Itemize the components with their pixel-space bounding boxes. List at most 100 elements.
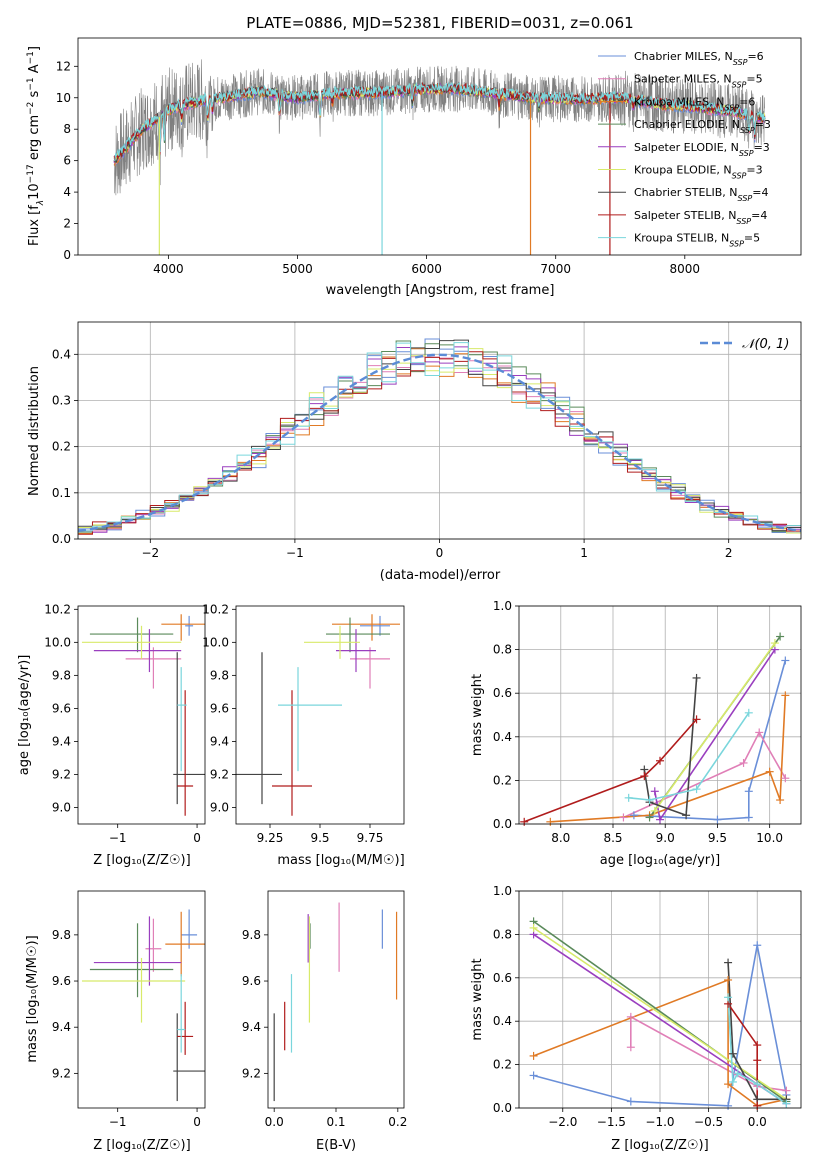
x-tick-label: 9.25 (257, 831, 284, 845)
y-tick-label: 0 (63, 248, 71, 262)
y-tick-label: 10.0 (44, 635, 71, 649)
y-tick-label: 9.6 (242, 974, 261, 988)
y-tick-label: 1.0 (493, 599, 512, 613)
axes-age_vs_mass: 9.25 9.5 9.75 9.0 9.2 9.4 9.6 9.8 10.0 10.2 mass [… (202, 602, 404, 868)
x-tick-label: 0.1 (326, 1115, 345, 1129)
spectrum-y-label: Flux [fλ10−17 erg cm−2 s−1 A−1] (26, 46, 46, 246)
legend-entry: Salpeter ELODIE, NSSP=3 (634, 141, 770, 158)
y-tick-label: 9.2 (52, 1066, 71, 1080)
legend-entry: Chabrier STELIB, NSSP=4 (634, 186, 768, 203)
weight-series-2 (623, 730, 786, 819)
axes-frame (267, 890, 405, 1109)
legend-sub: SSP (733, 58, 748, 67)
legend-sub: SSP (729, 239, 744, 248)
mass_weight_vs_age-y-label: mass weight (470, 674, 485, 756)
x-tick-label: −0.5 (694, 1115, 723, 1129)
y-tick-label: 10 (56, 91, 71, 105)
label-part: −1 (26, 77, 36, 90)
y-tick-label: 9.8 (210, 668, 229, 682)
y-tick-label: 0.0 (493, 1101, 512, 1115)
legend-entry: 𝒩(0, 1) (742, 337, 789, 352)
y-tick-label: 9.4 (52, 734, 71, 748)
mass_vs_Z-y-label: mass [log₁₀(M/M☉)] (25, 935, 40, 1062)
axes-age_vs_Z: −1 0 9.0 9.2 9.4 9.6 9.8 10.0 10.2 Z [log₁₀(Z/Z☉)… (17, 602, 206, 868)
axes-spectrum: 4000 5000 6000 7000 8000 0 2 4 6 8 10 12 wavelength … (26, 37, 802, 298)
legend-entry: Kroupa STELIB, NSSP=5 (634, 232, 760, 249)
residuals-x-label: (data-model)/error (380, 568, 501, 583)
label-part: s (27, 90, 42, 101)
legend-text: Chabrier ELODIE, N (634, 118, 740, 131)
y-tick-label: 8 (63, 122, 71, 136)
legend-entry: Chabrier ELODIE, NSSP=3 (634, 118, 771, 135)
axes-mass_weight_vs_age: 8.0 8.5 9.0 9.5 10.0 0.0 0.2 0.4 0.6 0.8 1.0 age [l… (470, 599, 802, 868)
y-tick-label: 0.8 (493, 927, 512, 941)
label-part: −2 (26, 102, 36, 115)
legend-entry: Salpeter STELIB, NSSP=4 (634, 209, 767, 226)
y-tick-label: 6 (63, 154, 71, 168)
x-tick-label: 2 (725, 546, 733, 560)
y-tick-label: 4 (63, 185, 71, 199)
legend-sub: SSP (740, 126, 755, 135)
legend-sub: SSP (738, 194, 753, 203)
mass_vs_Z-x-label: Z [log₁₀(Z/Z☉)] (93, 1138, 190, 1153)
legend-suffix: =4 (752, 186, 768, 199)
axes-frame (77, 37, 802, 256)
y-tick-label: 0.2 (52, 440, 71, 454)
y-tick-label: 1.0 (493, 884, 512, 898)
plot-area (236, 614, 400, 816)
mass_vs_EBV-x-label: E(B-V) (316, 1138, 356, 1153)
legend-text: Salpeter ELODIE, N (634, 141, 739, 154)
age_vs_mass-x-label: mass [log₁₀(M/M☉)] (277, 853, 404, 868)
label-part: erg cm (27, 115, 42, 164)
spectrum-x-label: wavelength [Angstrom, rest frame] (326, 283, 555, 298)
x-tick-label: 9.0 (656, 831, 675, 845)
y-tick-label: 0.6 (493, 686, 512, 700)
model-spectrum-8 (113, 81, 766, 162)
y-tick-label: 0.3 (52, 393, 71, 407)
y-tick-label: 0.2 (493, 773, 512, 787)
axes-frame (77, 605, 206, 825)
legend-sub: SSP (732, 171, 747, 180)
legend-sub: SSP (732, 80, 747, 89)
legend-suffix: =3 (755, 118, 771, 131)
weight-series-1 (633, 660, 787, 821)
legend-sub: SSP (736, 216, 751, 225)
legend-suffix: =6 (747, 50, 763, 63)
y-tick-label: 10.2 (202, 602, 229, 616)
weight-series-6 (654, 642, 776, 812)
legend-text: Chabrier MILES, N (634, 50, 733, 63)
legend-text: Salpeter STELIB, N (634, 209, 736, 222)
x-tick-label: 0.2 (388, 1115, 407, 1129)
x-tick-label: 8000 (670, 262, 701, 276)
legend-suffix: =5 (744, 232, 760, 245)
label-part: λ (36, 200, 46, 206)
y-tick-label: 0.0 (493, 817, 512, 831)
x-tick-label: 0 (193, 1115, 201, 1129)
axes-mass_vs_Z: −1 0 9.2 9.4 9.6 9.8 Z [log₁₀(Z/Z☉)] mass [log₁… (25, 890, 206, 1153)
y-tick-label: 0.4 (493, 730, 512, 744)
legend-text: Chabrier STELIB, N (634, 186, 738, 199)
x-tick-label: −1 (286, 546, 304, 560)
label-part: ] (27, 46, 42, 51)
x-tick-label: 1 (580, 546, 588, 560)
plot-area (113, 59, 766, 255)
legend-text: Kroupa MILES, N (634, 95, 724, 108)
legend-text: Kroupa STELIB, N (634, 232, 729, 245)
x-tick-label: 10.0 (756, 831, 783, 845)
label-part: 10 (27, 183, 42, 200)
legend-sub: SSP (724, 103, 739, 112)
axes-frame (77, 890, 206, 1109)
axes-frame (518, 605, 802, 825)
legend-entry: Kroupa MILES, NSSP=6 (634, 95, 755, 112)
y-tick-label: 9.6 (210, 701, 229, 715)
y-tick-label: 9.8 (52, 668, 71, 682)
legend-suffix: =4 (751, 209, 767, 222)
mass_weight_vs_Z-y-label: mass weight (470, 958, 485, 1040)
x-tick-label: 9.5 (310, 831, 329, 845)
x-tick-label: 0.0 (265, 1115, 284, 1129)
normal-reference-curve (78, 353, 801, 533)
residuals-y-label: Normed distribution (27, 366, 42, 496)
legend-entry: Salpeter MILES, NSSP=5 (634, 73, 763, 90)
x-tick-label: 6000 (411, 262, 442, 276)
y-tick-label: 0.0 (52, 532, 71, 546)
